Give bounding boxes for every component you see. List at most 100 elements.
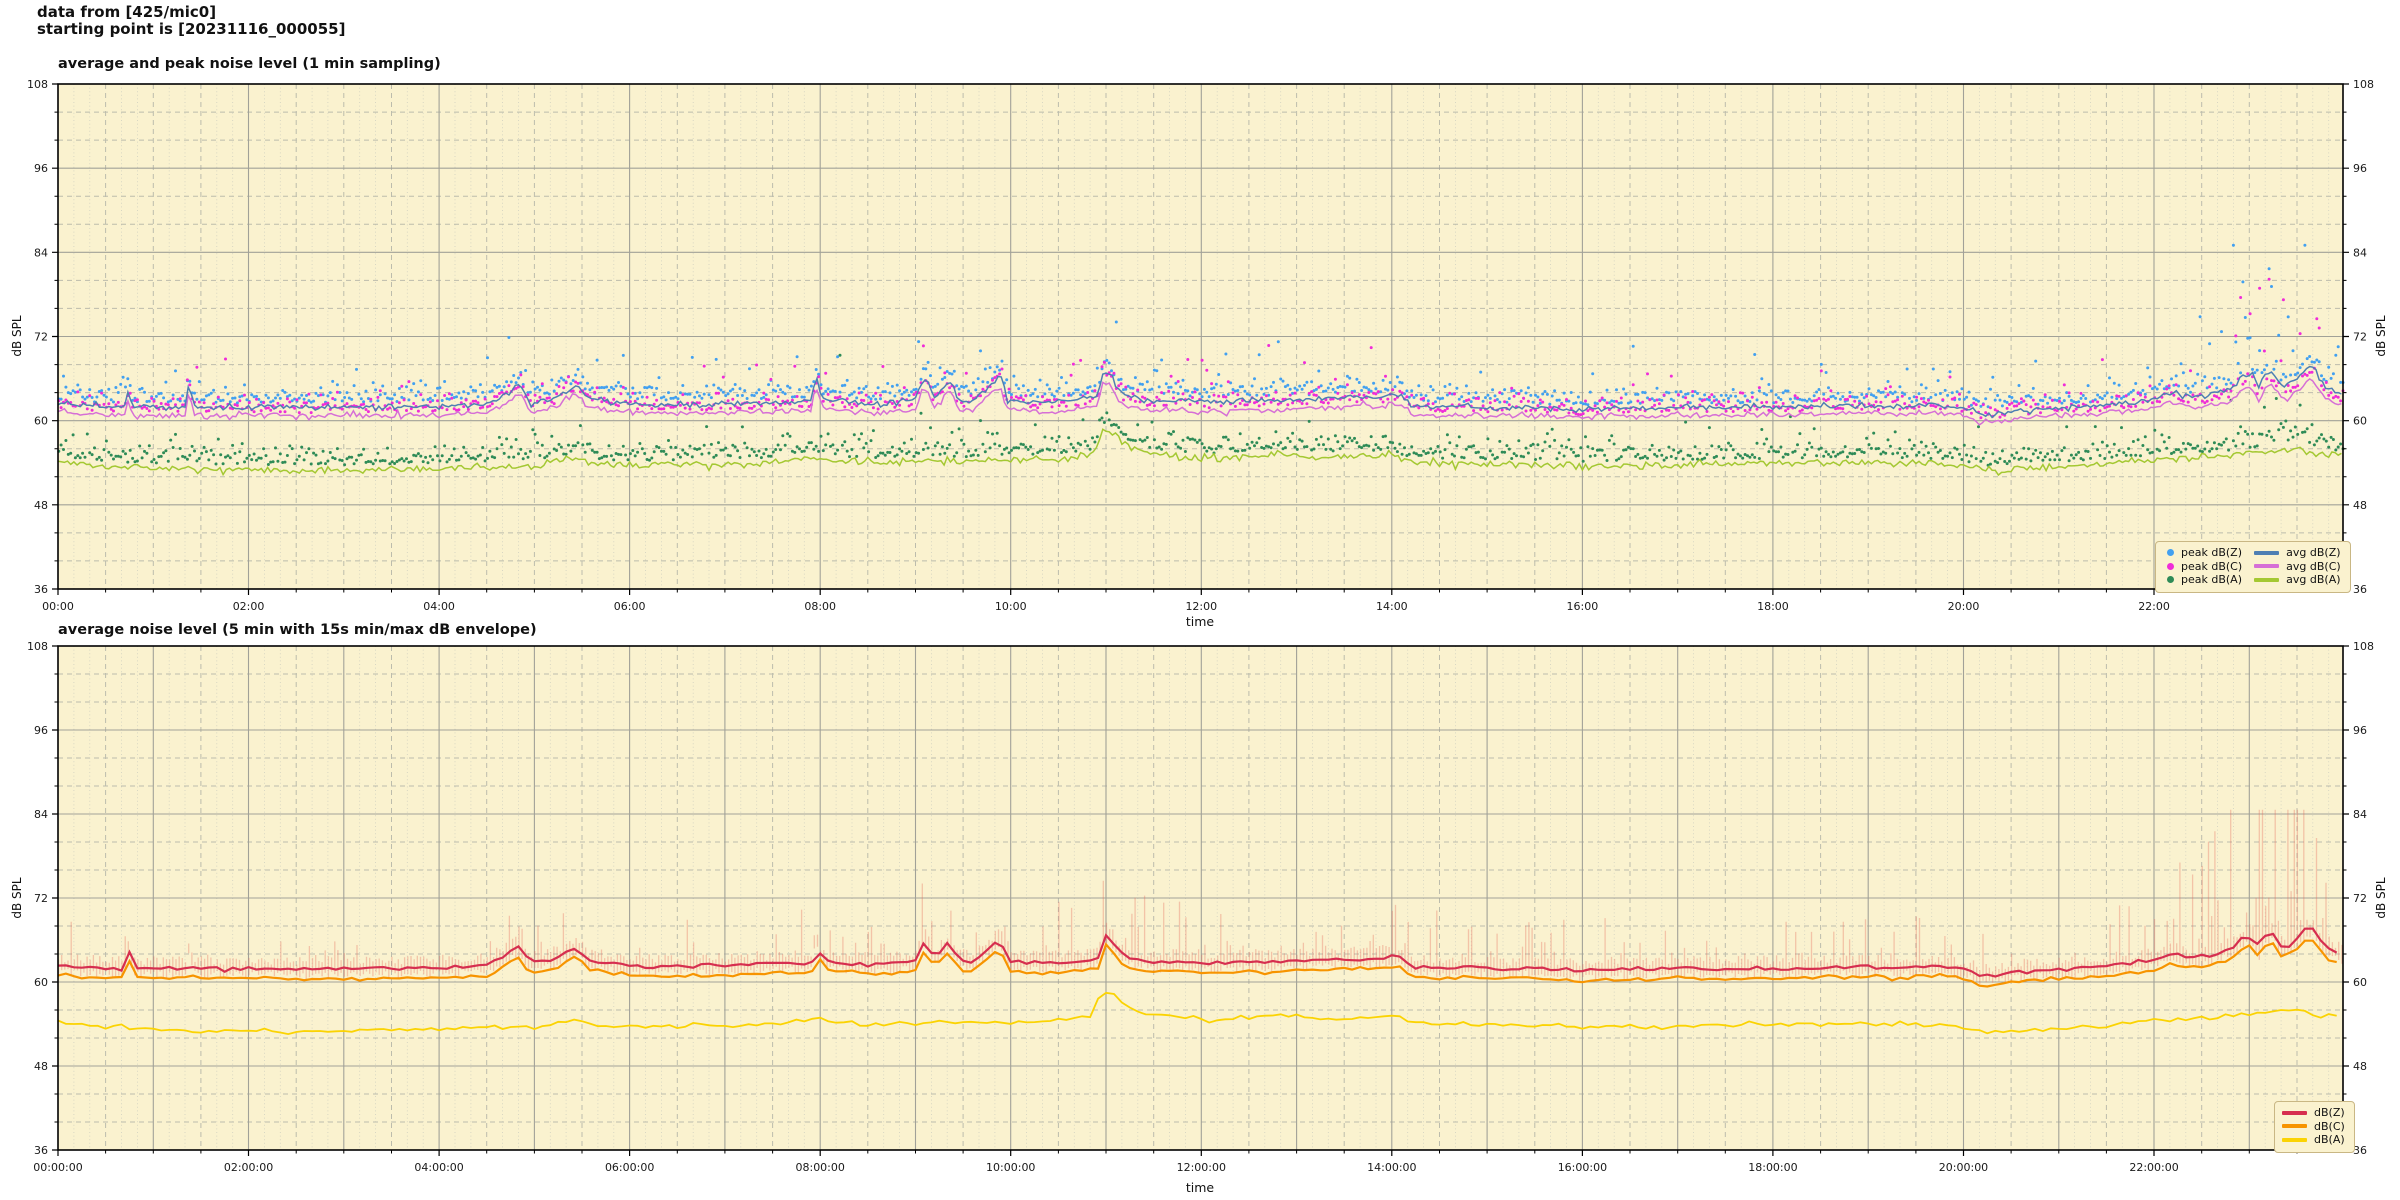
legend-item: peak dB(C) [2163, 560, 2242, 574]
avg-dbz-marker [2254, 550, 2280, 555]
ytick-label: 48 [34, 499, 48, 512]
legend-label: dB(C) [2314, 1119, 2345, 1133]
line-dba [57, 991, 2337, 1036]
ytick-label: 36 [2353, 1144, 2367, 1157]
xtick-label: 12:00 [1185, 600, 1217, 613]
ytick-label: 96 [34, 162, 48, 175]
xtick-label: 06:00 [614, 600, 646, 613]
avg-dbc-marker [2254, 564, 2280, 569]
xtick-label: 02:00 [233, 600, 265, 613]
bottom-ylabel-left: dB SPL [10, 877, 24, 919]
legend-label: avg dB(C) [2286, 559, 2341, 573]
ytick-label: 72 [2353, 331, 2367, 344]
line-avg-dbc [57, 377, 2342, 426]
top-xlabel: time [1185, 614, 1215, 629]
xtick-label: 20:00 [1948, 600, 1980, 613]
legend-label: peak dB(C) [2181, 559, 2243, 573]
ytick-label: 72 [2353, 892, 2367, 905]
line-dbc [57, 939, 2337, 988]
ytick-label: 72 [34, 331, 48, 344]
xtick-label: 06:00:00 [605, 1161, 654, 1174]
legend-item: peak dB(Z) [2163, 546, 2242, 560]
xtick-label: 12:00:00 [1177, 1161, 1226, 1174]
legend-column-peaks: peak dB(Z) peak dB(C) peak dB(A) [2163, 546, 2242, 587]
xtick-label: 14:00 [1376, 600, 1408, 613]
xtick-label: 18:00 [1757, 600, 1789, 613]
ytick-label: 60 [34, 415, 48, 428]
bottom-chart-legend: dB(Z) dB(C) dB(A) [2274, 1101, 2355, 1153]
legend-label: peak dB(Z) [2181, 546, 2243, 559]
ytick-label: 36 [34, 583, 48, 596]
top-chart-grid [58, 84, 2343, 589]
legend-column: dB(Z) dB(C) dB(A) [2282, 1106, 2345, 1147]
legend-label: avg dB(A) [2286, 573, 2341, 586]
ytick-label: 108 [2353, 640, 2374, 653]
ytick-label: 96 [2353, 162, 2367, 175]
legend-item: dB(Z) [2282, 1106, 2345, 1120]
header-line2: starting point is [20231116_000055] [37, 20, 346, 38]
xtick-label: 04:00 [423, 600, 455, 613]
xtick-label: 00:00 [42, 600, 74, 613]
xtick-label: 10:00 [995, 600, 1027, 613]
ytick-label: 84 [34, 246, 48, 259]
line-dbz [57, 927, 2338, 978]
xtick-label: 02:00:00 [224, 1161, 273, 1174]
legend-item: avg dB(A) [2254, 573, 2341, 587]
bottom-chart-axes: 36 36 48 48 60 60 72 72 84 84 96 96 108 108 00:00:00 02… [27, 640, 2374, 1174]
top-chart-legend: peak dB(Z) peak dB(C) peak dB(A) avg dB(… [2155, 541, 2351, 593]
bottom-xlabel: time [1185, 1180, 1215, 1195]
xtick-label: 22:00:00 [2129, 1161, 2178, 1174]
dbc-marker [2282, 1124, 2307, 1129]
legend-column-averages: avg dB(Z) avg dB(C) avg dB(A) [2254, 546, 2341, 587]
xtick-label: 00:00:00 [33, 1161, 82, 1174]
xtick-label: 10:00:00 [986, 1161, 1035, 1174]
bottom-ylabel-right: dB SPL [2374, 877, 2388, 919]
xtick-label: 16:00:00 [1558, 1161, 1607, 1174]
bottom-chart-grid [58, 646, 2343, 1150]
ytick-label: 84 [2353, 246, 2367, 259]
ytick-label: 48 [2353, 1060, 2367, 1073]
top-ylabel-left: dB SPL [10, 315, 24, 357]
ytick-label: 84 [2353, 808, 2367, 821]
legend-item: dB(C) [2282, 1120, 2345, 1134]
ytick-label: 84 [34, 808, 48, 821]
ytick-label: 48 [2353, 499, 2367, 512]
legend-label: dB(A) [2314, 1133, 2345, 1146]
dbz-marker [2282, 1110, 2307, 1115]
xtick-label: 16:00 [1567, 600, 1599, 613]
xtick-label: 14:00:00 [1367, 1161, 1416, 1174]
peak-dba-marker [2167, 576, 2174, 584]
ytick-label: 108 [27, 78, 48, 91]
xtick-label: 08:00 [804, 600, 836, 613]
ytick-label: 108 [2353, 78, 2374, 91]
xtick-label: 08:00:00 [795, 1161, 844, 1174]
ytick-label: 96 [34, 724, 48, 737]
ytick-label: 72 [34, 892, 48, 905]
top-ylabel-right: dB SPL [2374, 315, 2388, 357]
legend-item: avg dB(C) [2254, 560, 2341, 574]
avg-dba-marker [2254, 577, 2280, 582]
ytick-label: 60 [2353, 976, 2367, 989]
legend-item: avg dB(Z) [2254, 546, 2341, 560]
legend-item: peak dB(A) [2163, 573, 2242, 587]
top-chart-axes: 36 36 48 48 60 60 72 72 84 84 96 96 108 108 00:00 02:00… [27, 78, 2374, 613]
peak-dbc-marker [2167, 562, 2174, 570]
bottom-chart-title: average noise level (5 min with 15s min/… [58, 622, 537, 638]
xtick-label: 04:00:00 [414, 1161, 463, 1174]
legend-item: dB(A) [2282, 1133, 2345, 1147]
xtick-label: 20:00:00 [1939, 1161, 1988, 1174]
scatter-peak-db-a- [57, 353, 2345, 467]
ytick-label: 36 [34, 1144, 48, 1157]
ytick-label: 96 [2353, 724, 2367, 737]
ytick-label: 108 [27, 640, 48, 653]
header-line1: data from [425/mic0] [37, 3, 217, 21]
dba-marker [2282, 1137, 2307, 1142]
xtick-label: 22:00 [2138, 600, 2170, 613]
legend-label: peak dB(A) [2181, 573, 2242, 586]
xtick-label: 18:00:00 [1748, 1161, 1797, 1174]
ytick-label: 36 [2353, 583, 2367, 596]
peak-dbz-marker [2167, 549, 2174, 557]
legend-label: dB(Z) [2314, 1106, 2345, 1119]
